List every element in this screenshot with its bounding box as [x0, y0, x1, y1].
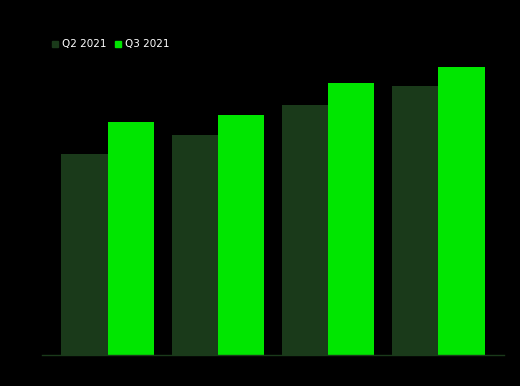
Legend: Q2 2021, Q3 2021: Q2 2021, Q3 2021 [51, 39, 170, 49]
Bar [328, 83, 374, 355]
Bar [218, 115, 264, 355]
Bar [438, 66, 485, 355]
Bar [392, 86, 438, 355]
Bar [61, 154, 108, 355]
Bar [282, 105, 328, 355]
Bar [108, 122, 154, 355]
Bar [172, 135, 218, 355]
